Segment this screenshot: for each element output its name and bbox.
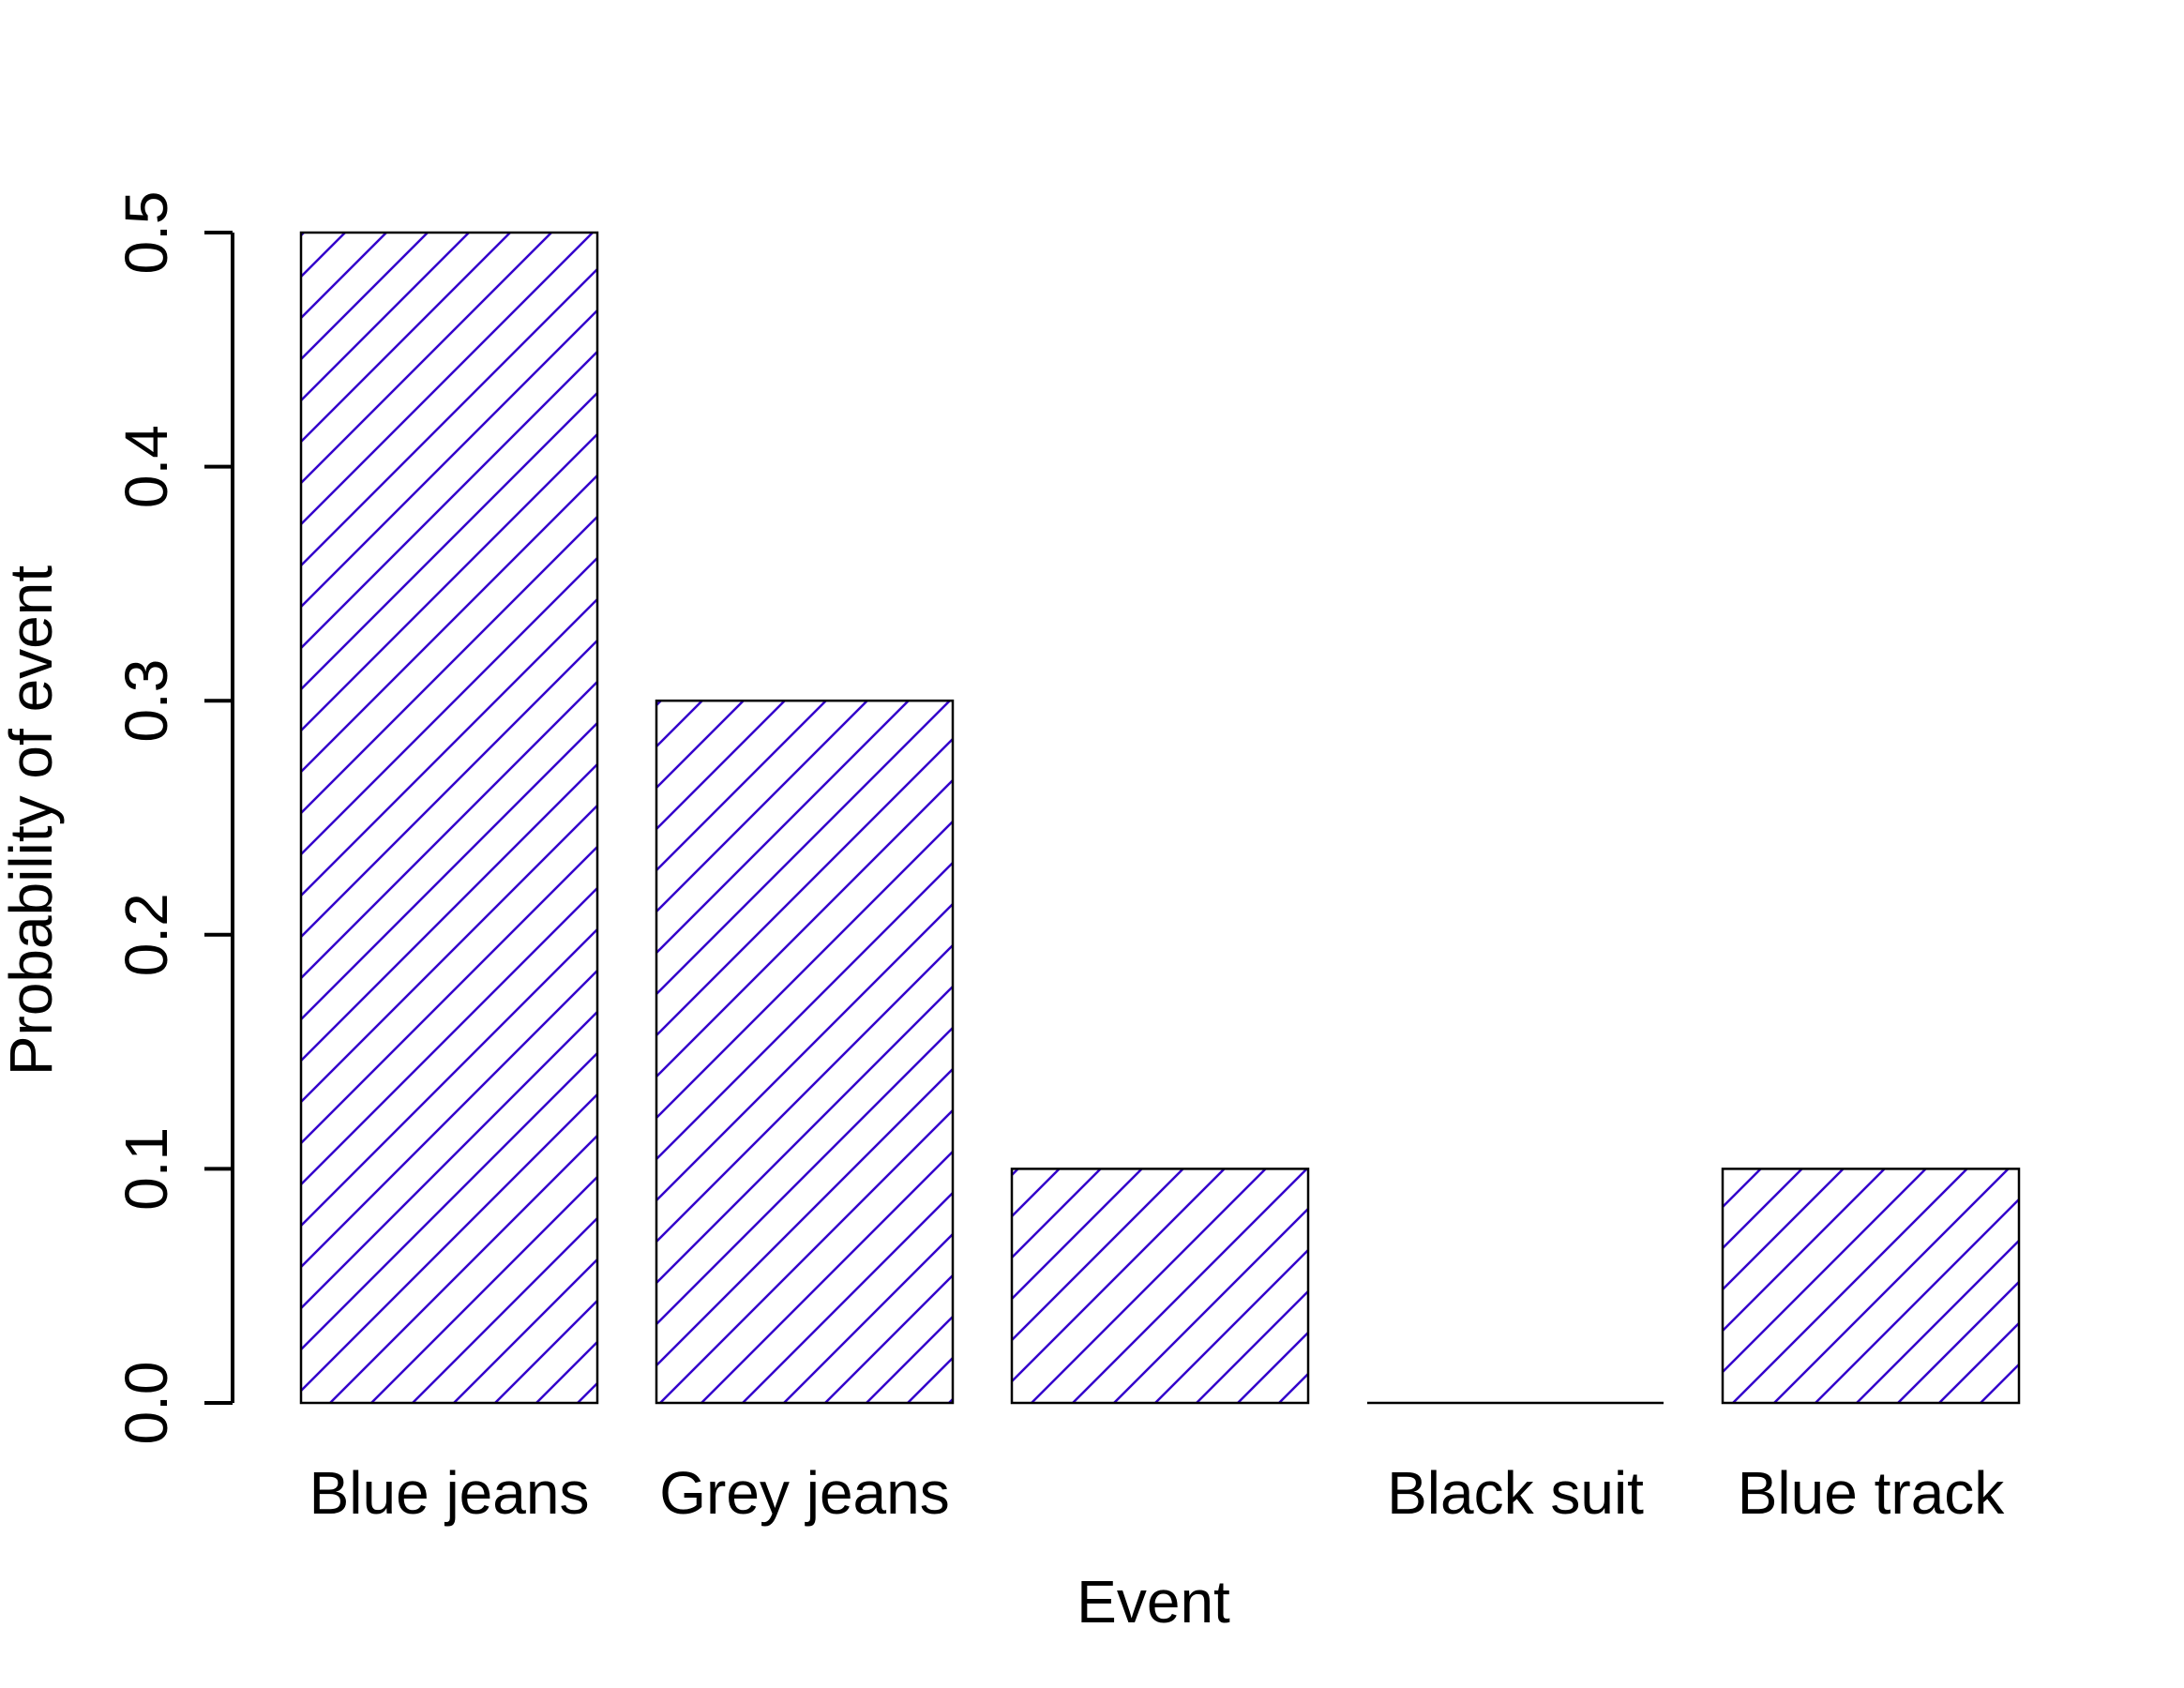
bar	[1721, 1168, 2021, 1405]
y-tick-label: 0.0	[113, 1362, 180, 1445]
y-tick-label: 0.2	[113, 893, 180, 976]
x-axis-title: Event	[1077, 1568, 1230, 1635]
bars-layer	[299, 231, 2021, 1405]
x-category-label: Grey jeans	[659, 1459, 949, 1527]
bar	[299, 231, 599, 1405]
x-category-label: Black suit	[1387, 1459, 1644, 1527]
y-tick-label: 0.5	[113, 191, 180, 275]
x-category-label: Blue jeans	[309, 1459, 590, 1527]
x-category-label: Blue track	[1738, 1459, 2006, 1527]
bar	[655, 699, 955, 1405]
y-axis: 0.0 0.1 0.2 0.3 0.4 0.5	[113, 191, 234, 1445]
y-tick-label: 0.4	[113, 425, 180, 508]
y-tick-label: 0.1	[113, 1127, 180, 1211]
bar	[1010, 1168, 1310, 1405]
y-axis-title: Probability of event	[0, 565, 65, 1077]
x-axis-labels: Blue jeans Grey jeans Black suit Blue track	[309, 1459, 2006, 1527]
y-tick-label: 0.3	[113, 659, 180, 743]
